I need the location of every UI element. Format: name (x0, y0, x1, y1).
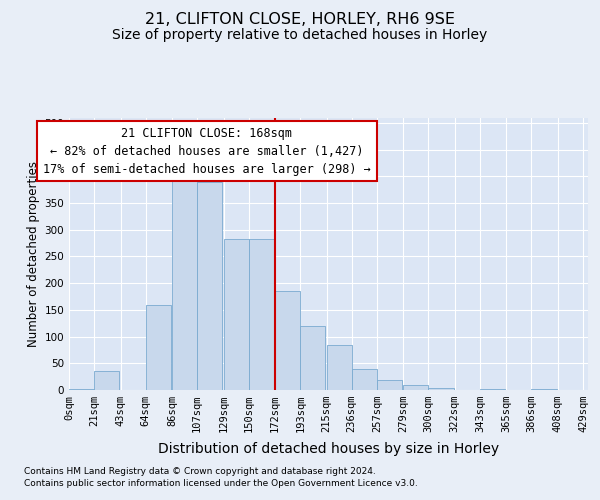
Bar (377, 380, 402, 390)
Bar (532, 389, 557, 390)
Text: 21, CLIFTON CLOSE, HORLEY, RH6 9SE: 21, CLIFTON CLOSE, HORLEY, RH6 9SE (145, 12, 455, 28)
Bar (275, 291, 300, 390)
Bar (197, 182, 223, 390)
Bar (403, 384, 428, 390)
Bar (146, 304, 171, 390)
Bar (326, 344, 352, 390)
Bar (172, 171, 197, 390)
Bar (300, 326, 325, 390)
Bar (249, 239, 274, 390)
Bar (480, 389, 505, 390)
Bar (428, 388, 454, 390)
Bar (94, 372, 119, 390)
Text: Contains public sector information licensed under the Open Government Licence v3: Contains public sector information licen… (24, 478, 418, 488)
Text: 21 CLIFTON CLOSE: 168sqm
← 82% of detached houses are smaller (1,427)
17% of sem: 21 CLIFTON CLOSE: 168sqm ← 82% of detach… (43, 126, 371, 176)
Bar (224, 239, 249, 390)
Text: Distribution of detached houses by size in Horley: Distribution of detached houses by size … (158, 442, 499, 456)
Text: Size of property relative to detached houses in Horley: Size of property relative to detached ho… (112, 28, 488, 42)
Bar (69, 389, 94, 390)
Bar (352, 368, 377, 390)
Y-axis label: Number of detached properties: Number of detached properties (27, 161, 40, 347)
Text: Contains HM Land Registry data © Crown copyright and database right 2024.: Contains HM Land Registry data © Crown c… (24, 467, 376, 476)
